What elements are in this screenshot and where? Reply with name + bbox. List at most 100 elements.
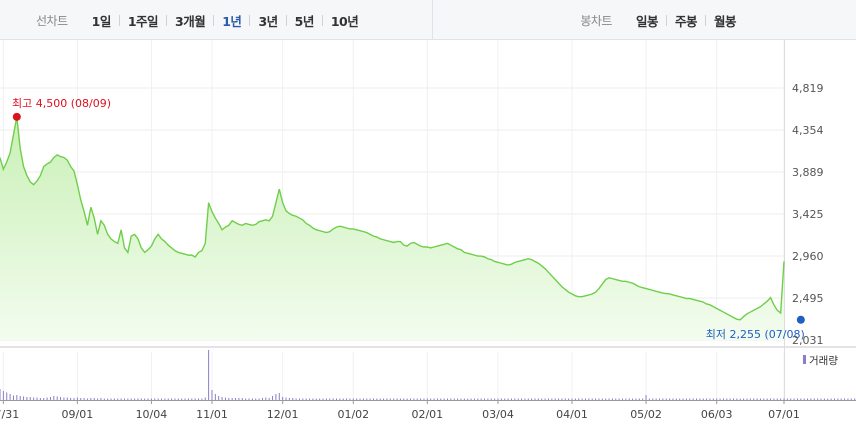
tab-daily-candle[interactable]: 일봉 — [635, 13, 659, 29]
volume-bar — [268, 398, 270, 400]
volume-bar — [484, 398, 486, 400]
volume-bar — [204, 397, 206, 400]
volume-bar — [23, 396, 25, 400]
volume-bar — [12, 395, 14, 400]
y-tick-label: 4,819 — [792, 82, 824, 95]
tab-5year[interactable]: 5년 — [294, 13, 315, 29]
volume-bar — [103, 398, 105, 400]
volume-bar — [632, 398, 634, 400]
volume-bar — [645, 395, 647, 400]
volume-bar — [696, 398, 698, 400]
volume-bar — [342, 398, 344, 400]
volume-bar — [100, 398, 102, 400]
volume-bar — [83, 398, 85, 400]
high-label: 최고 4,500 (08/09) — [12, 97, 111, 110]
volume-bar — [743, 398, 745, 400]
volume-bar — [208, 350, 210, 400]
volume-bar — [470, 398, 472, 400]
volume-bar — [844, 398, 846, 400]
line-chart-label[interactable]: 선차트 — [36, 13, 68, 28]
tab-1week[interactable]: 1주일 — [127, 13, 159, 29]
volume-bar — [453, 398, 455, 400]
volume-bar — [521, 398, 523, 400]
volume-bar — [346, 398, 348, 400]
volume-bar — [134, 398, 136, 400]
volume-bar — [278, 393, 280, 400]
volume-bar — [322, 398, 324, 400]
volume-bar — [635, 398, 637, 400]
tab-10year[interactable]: 10년 — [330, 13, 359, 29]
volume-bar — [292, 398, 294, 400]
volume-bar — [574, 398, 576, 400]
volume-bar — [221, 397, 223, 400]
volume-bar — [820, 398, 822, 400]
volume-bar — [763, 398, 765, 400]
volume-bar — [140, 398, 142, 400]
volume-bar — [241, 398, 243, 400]
volume-bar — [127, 398, 129, 400]
tab-divider — [118, 14, 120, 26]
volume-legend-label: 거래량 — [809, 355, 838, 367]
high-marker — [12, 112, 21, 121]
volume-bar — [709, 398, 711, 400]
volume-bar — [224, 397, 226, 400]
volume-bar — [362, 398, 364, 400]
volume-bar — [211, 390, 213, 400]
volume-bar — [335, 398, 337, 400]
volume-bar — [93, 398, 95, 400]
volume-bar — [571, 398, 573, 400]
tab-3month[interactable]: 3개월 — [175, 13, 206, 29]
volume-bar — [201, 398, 203, 400]
volume-bar — [46, 397, 48, 400]
volume-bar — [477, 398, 479, 400]
volume-bar — [416, 398, 418, 400]
volume-bar — [80, 398, 82, 400]
tab-1day[interactable]: 1일 — [91, 13, 112, 29]
volume-bar — [386, 398, 388, 400]
volume-bar — [393, 398, 395, 400]
volume-bar — [191, 398, 193, 400]
volume-bar — [144, 398, 146, 400]
volume-bar — [558, 398, 560, 400]
volume-bar — [315, 398, 317, 400]
candle-chart-label[interactable]: 봉차트 — [580, 13, 612, 28]
candle-tab-group: 봉차트 일봉 주봉 월봉 — [432, 0, 856, 40]
volume-bar — [527, 398, 529, 400]
volume-bar — [682, 398, 684, 400]
tab-weekly-candle[interactable]: 주봉 — [674, 13, 698, 29]
volume-bar — [467, 398, 469, 400]
volume-bar — [76, 397, 78, 400]
volume-bar — [369, 398, 371, 400]
volume-bar — [719, 398, 721, 400]
volume-bar — [147, 398, 149, 400]
volume-bar — [669, 398, 671, 400]
volume-bar — [813, 398, 815, 400]
volume-bar — [443, 398, 445, 400]
volume-bar — [733, 398, 735, 400]
volume-bar — [642, 398, 644, 400]
low-marker — [796, 315, 805, 324]
period-tab-group: 선차트 1일 1주일 3개월 1년 3년 5년 10년 — [0, 0, 432, 40]
chart-grid — [0, 40, 856, 401]
volume-bar — [504, 398, 506, 400]
volume-bar — [810, 398, 812, 400]
tab-1year[interactable]: 1년 — [222, 13, 242, 29]
volume-bar — [107, 398, 109, 400]
volume-bar — [177, 398, 179, 400]
y-tick-label: 4,354 — [792, 124, 824, 137]
volume-bar — [154, 398, 156, 400]
volume-bar — [319, 398, 321, 400]
volume-bar — [113, 398, 115, 400]
volume-bar — [403, 398, 405, 400]
volume-bar — [783, 398, 785, 400]
volume-bar — [547, 398, 549, 400]
volume-bar — [837, 398, 839, 400]
tab-monthly-candle[interactable]: 월봉 — [713, 13, 737, 29]
volume-bar — [605, 398, 607, 400]
tab-3year[interactable]: 3년 — [258, 13, 278, 29]
volume-bar — [309, 398, 311, 400]
volume-bar — [352, 398, 354, 400]
volume-bar — [716, 398, 718, 400]
tab-divider — [321, 14, 323, 26]
volume-bar — [447, 398, 449, 400]
